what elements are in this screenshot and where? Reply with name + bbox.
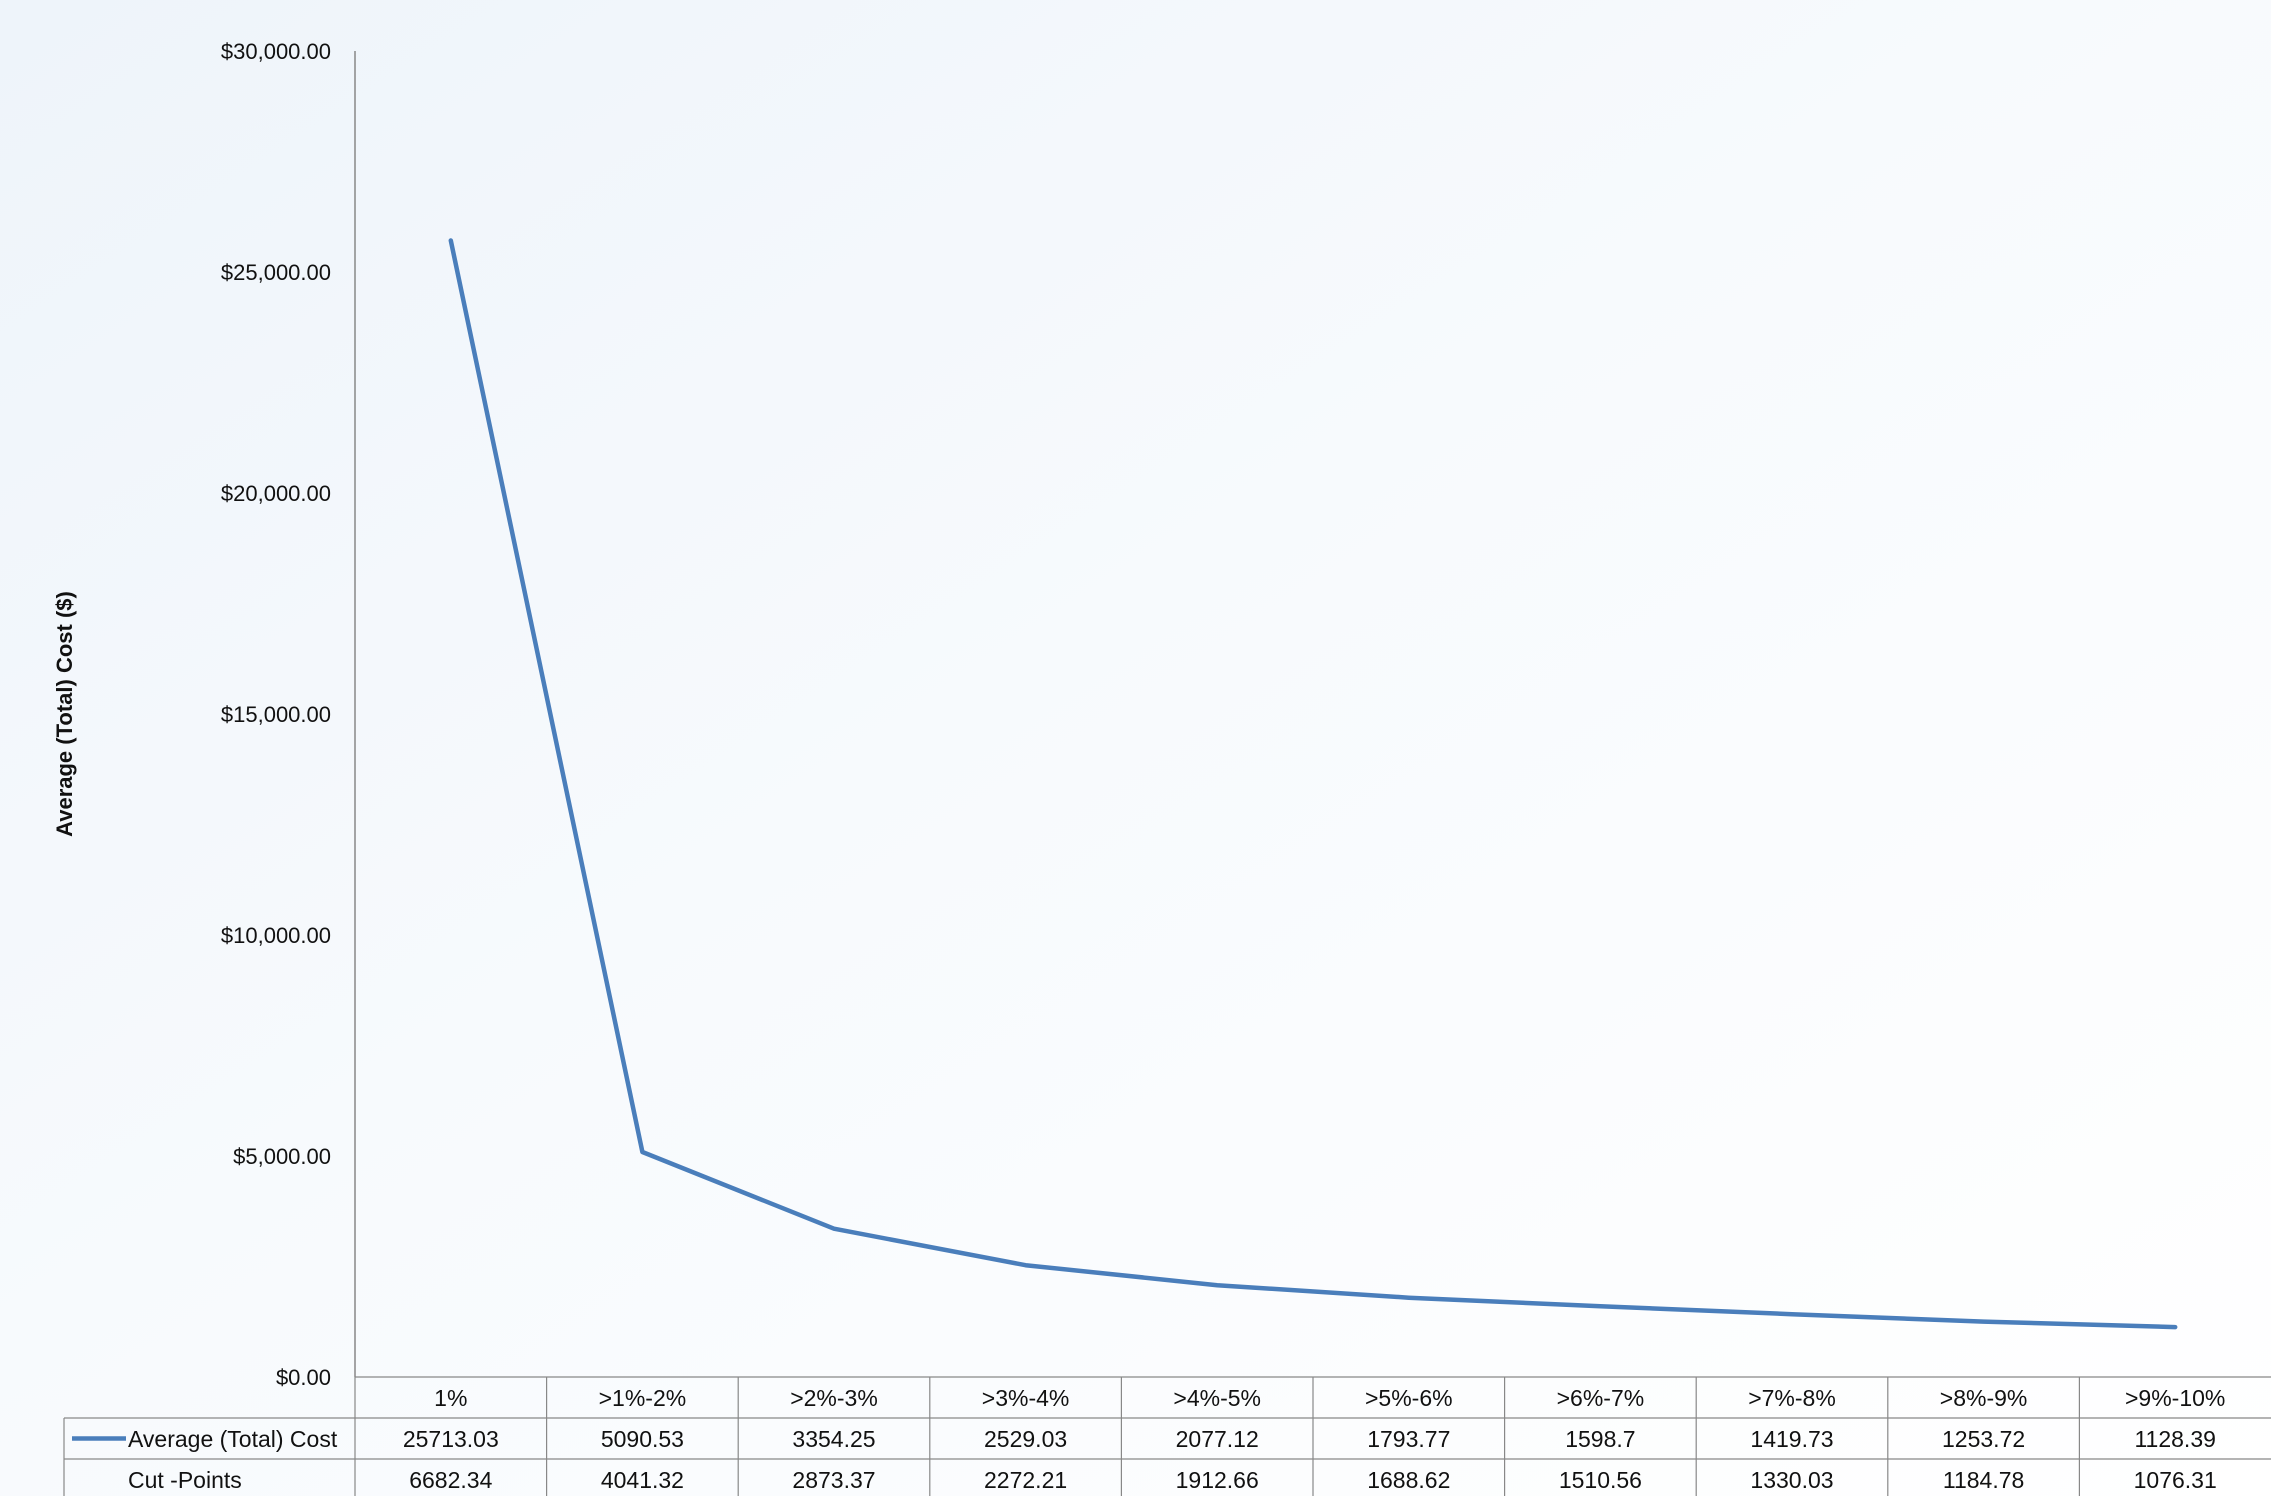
x-tick-label: >3%-4% bbox=[982, 1385, 1070, 1411]
y-axis-label: Average (Total) Cost ($) bbox=[52, 591, 77, 837]
y-tick-label: $20,000.00 bbox=[221, 481, 331, 506]
x-tick-label: >7%-8% bbox=[1748, 1385, 1836, 1411]
data-label: 1598.7 bbox=[1565, 1426, 1635, 1452]
data-label: 1128.39 bbox=[2134, 1426, 2215, 1452]
data-label: 1253.72 bbox=[1942, 1426, 2025, 1452]
y-axis: $0.00 $5,000.00 $10,000.00 $15,000.00 $20,00… bbox=[221, 39, 331, 1390]
x-tick-label: >5%-6% bbox=[1365, 1385, 1453, 1411]
data-table: 1% >1%-2% >2%-3% >3%-4% >4%-5% >5%-6% >6%-7% >7… bbox=[63, 1376, 2271, 1496]
y-tick-label: $10,000.00 bbox=[221, 923, 331, 948]
table-cell: 1184.78 bbox=[1943, 1467, 2024, 1493]
y-tick-label: $0.00 bbox=[276, 1365, 331, 1390]
data-label: 5090.53 bbox=[601, 1426, 684, 1452]
y-tick-label: $15,000.00 bbox=[221, 702, 331, 727]
table-cell: 1330.03 bbox=[1750, 1467, 1833, 1493]
data-label: 25713.03 bbox=[403, 1426, 499, 1452]
table-row-label: Cut -Points bbox=[128, 1467, 242, 1493]
x-tick-label: 1% bbox=[434, 1385, 467, 1411]
table-cell: 2272.21 bbox=[984, 1467, 1067, 1493]
y-tick-label: $5,000.00 bbox=[233, 1144, 331, 1169]
data-label: 3354.25 bbox=[792, 1426, 875, 1452]
x-tick-label: >4%-5% bbox=[1173, 1385, 1261, 1411]
x-tick-label: >8%-9% bbox=[1940, 1385, 2028, 1411]
data-label: 2529.03 bbox=[984, 1426, 1067, 1452]
series-line bbox=[448, 238, 2178, 1330]
x-tick-label: >6%-7% bbox=[1557, 1385, 1645, 1411]
y-tick-label: $25,000.00 bbox=[221, 260, 331, 285]
table-cell: 2873.37 bbox=[792, 1467, 875, 1493]
x-tick-label: >1%-2% bbox=[599, 1385, 687, 1411]
table-cell: 1076.31 bbox=[2134, 1467, 2217, 1493]
data-label: 1419.73 bbox=[1750, 1426, 1833, 1452]
legend-label: Average (Total) Cost bbox=[128, 1426, 338, 1452]
table-cell: 1688.62 bbox=[1367, 1467, 1450, 1493]
x-tick-label: >2%-3% bbox=[790, 1385, 878, 1411]
y-tick-label: $30,000.00 bbox=[221, 39, 331, 64]
x-tick-label: >9%-10% bbox=[2125, 1385, 2225, 1411]
data-label: 2077.12 bbox=[1176, 1426, 1259, 1452]
table-cell: 1912.66 bbox=[1176, 1467, 1259, 1493]
plot-area bbox=[354, 51, 2178, 1377]
table-cell: 1510.56 bbox=[1559, 1467, 1642, 1493]
table-cell: 4041.32 bbox=[601, 1467, 684, 1493]
table-cell: 6682.34 bbox=[409, 1467, 492, 1493]
data-label: 1793.77 bbox=[1367, 1426, 1450, 1452]
